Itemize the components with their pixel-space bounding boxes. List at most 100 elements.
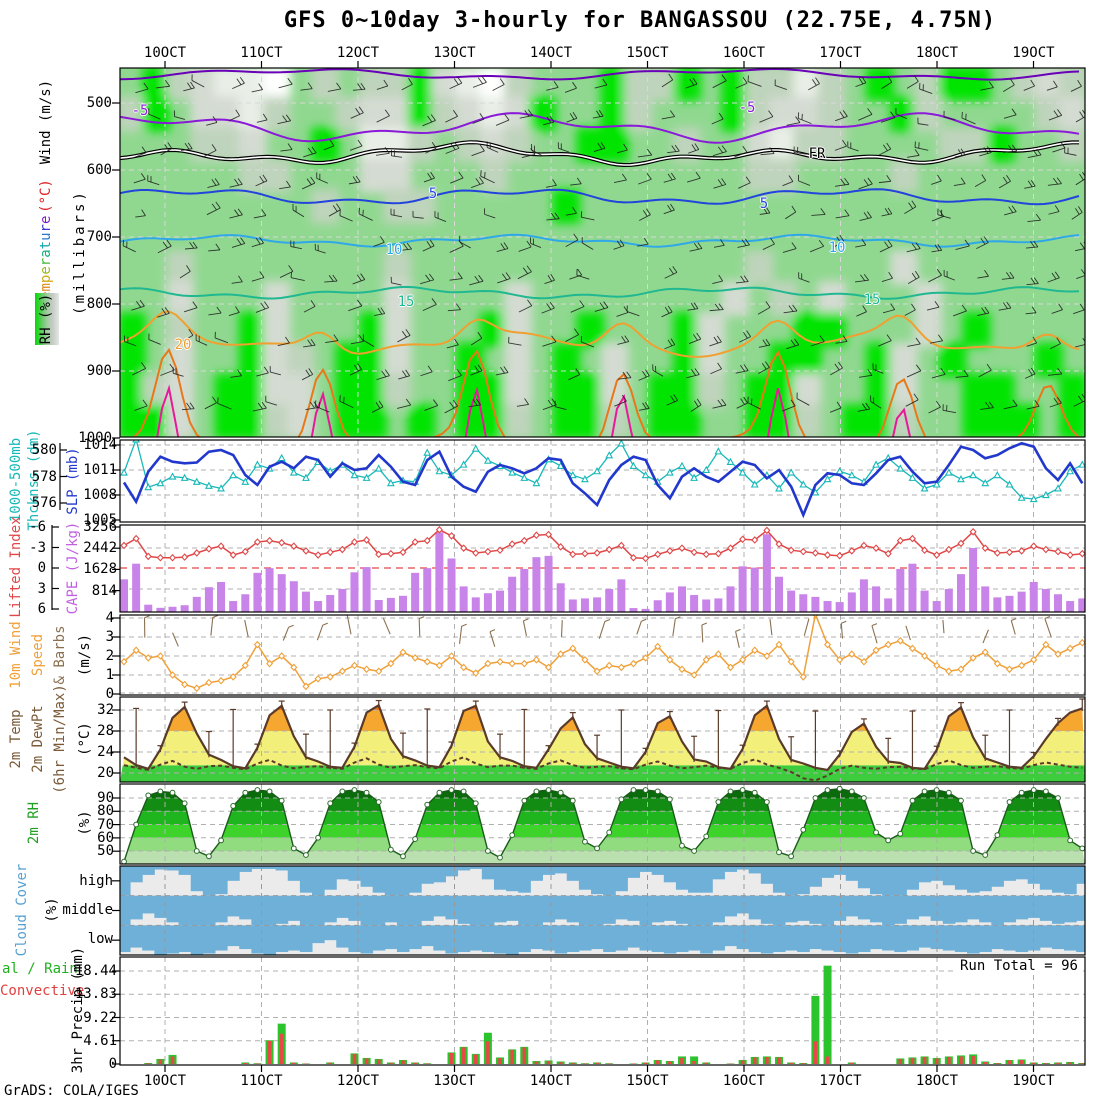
cape-tick-3256: 3256 <box>83 519 117 535</box>
contour-15 <box>120 285 1080 300</box>
pressure-tick-600: 600 <box>86 162 112 178</box>
slp-line <box>122 441 1084 519</box>
temp-line <box>123 703 1083 772</box>
slp-axis-label: SLP (mb) <box>65 447 81 515</box>
temperature-label-letter: r <box>38 224 54 233</box>
contour-label-5: 5 <box>428 186 438 202</box>
contour-label-10: 10 <box>385 242 403 258</box>
cloud-axis-label: Cloud Cover <box>14 863 30 957</box>
temperature-label-letter: a <box>38 249 54 258</box>
wind10m-panel <box>120 615 1085 695</box>
date-label-top-9: 19OCT <box>1012 45 1055 61</box>
grads-credit: GrADS: COLA/IGES <box>4 1083 139 1099</box>
lifted-index-line <box>120 525 1085 563</box>
freezing-level-line <box>120 140 1079 168</box>
cloud-unit-label: (%) <box>44 897 60 923</box>
wind10m-line <box>120 615 1085 693</box>
date-label-top-7: 17OCT <box>819 45 862 61</box>
wind10m-axis-label-3: & Barbs <box>52 625 68 685</box>
date-label-bottom-0: 10OCT <box>143 1073 187 1089</box>
li-tick--6: -6 <box>29 519 46 535</box>
temperature-label-letter: t <box>38 240 54 250</box>
cloud-band-label-middle: middle <box>62 902 113 918</box>
temperature-label-letter: u <box>38 232 54 241</box>
temp2m-axis-label-2: 2m DewPt <box>30 705 46 773</box>
contour-label-5: 5 <box>759 196 769 212</box>
date-label-bottom-1: 11OCT <box>240 1073 283 1089</box>
date-label-bottom-9: 19OCT <box>1012 1073 1055 1089</box>
temp2m-axis-label-1: 2m Temp <box>8 709 24 769</box>
date-label-top-8: 18OCT <box>915 45 959 61</box>
slp-tick-1005: 1005 <box>83 512 117 528</box>
cape-tick-1628: 1628 <box>83 561 117 578</box>
rh-tick-70: 70 <box>97 816 114 833</box>
wind10m-unit-label: (m/s) <box>77 633 93 677</box>
wind10m-tick-1: 1 <box>105 667 114 683</box>
rh-axis-label: RH (%) <box>38 293 54 345</box>
date-label-top-3: 13OCT <box>433 45 476 61</box>
date-label-bottom-8: 18OCT <box>915 1073 959 1089</box>
wind10m-tick-3: 3 <box>105 629 114 645</box>
rh-tick-90: 90 <box>97 790 114 806</box>
contour-label-20: 20 <box>174 337 192 353</box>
li-tick-6: 6 <box>37 601 46 617</box>
pressure-tick-700: 700 <box>86 229 112 245</box>
pressure-tick-500: 500 <box>86 95 112 111</box>
precip-panel <box>120 957 1085 1065</box>
cloud-band-label-high: high <box>79 873 113 889</box>
slp-tick-1011: 1011 <box>83 462 117 478</box>
thickness-axis-label-1: 1000-500mb <box>8 437 24 523</box>
contour--5 <box>120 112 1080 144</box>
slp-tick-1014: 1014 <box>83 437 117 453</box>
pressure-tick-800: 800 <box>86 296 112 312</box>
contour-5 <box>120 188 1080 206</box>
precip-total-bars <box>144 965 1085 1064</box>
contour--10 <box>120 68 1080 81</box>
rh2m-panel <box>120 784 1085 864</box>
temp-tick-28: 28 <box>97 723 114 739</box>
date-label-top-5: 15OCT <box>626 45 669 61</box>
contour-label-10: 10 <box>828 240 846 256</box>
rh-tick-50: 50 <box>97 843 114 860</box>
contour-label-15: 15 <box>863 292 881 308</box>
thickness-tick-576: 576 <box>31 495 57 511</box>
date-label-top-0: 10OCT <box>143 45 187 61</box>
precip-tick-13.83: 13.83 <box>74 986 117 1003</box>
precip-tick-9.22: 9.22 <box>83 1009 117 1026</box>
cape-axis-label: CAPE (J/kg) <box>65 521 81 615</box>
cloud-band-middle <box>120 895 1085 926</box>
li-tick-3: 3 <box>37 580 46 597</box>
li-tick--3: -3 <box>29 539 46 556</box>
temp-tick-20: 20 <box>97 765 114 781</box>
cloud-panel <box>120 866 1085 955</box>
temperature-label-letter: p <box>38 274 54 284</box>
contour-label--5: -5 <box>131 103 149 119</box>
pressure-tick-1000: 1000 <box>78 430 112 446</box>
dewpoint-line <box>123 756 1083 782</box>
date-label-top-6: 16OCT <box>722 45 766 61</box>
temperature-label-letter: r <box>38 257 54 267</box>
contour-10 <box>120 233 1080 248</box>
precip-total-label: al / Rain <box>2 961 78 977</box>
wind10m-tick-4: 4 <box>105 610 114 626</box>
page-title: GFS 0~10day 3-hourly for BANGASSOU (22.7… <box>283 8 997 33</box>
date-label-bottom-5: 15OCT <box>626 1073 669 1089</box>
thickness-tick-580: 580 <box>31 442 57 458</box>
temp2m-unit-label: (°C) <box>77 722 93 756</box>
wind10m-axis-label-1: 10m Wind <box>8 621 24 689</box>
thickness-tick-578: 578 <box>31 468 57 485</box>
precip-run-total: Run Total = 96 <box>956 958 1081 974</box>
cape-li-panel <box>120 525 1085 612</box>
precip-convective-label: Convective <box>0 983 85 999</box>
cloud-band-label-low: low <box>87 931 113 947</box>
temperature-label-letter: m <box>38 283 54 292</box>
rh2m-unit-label: (%) <box>77 810 93 836</box>
date-label-top-4: 14OCT <box>529 45 573 61</box>
upper-wind-barbs <box>122 73 1085 414</box>
wind10m-tick-0: 0 <box>105 686 114 702</box>
precip-tick-18.44: 18.44 <box>74 963 117 979</box>
upper-air-panel <box>120 68 1085 437</box>
temp-tick-24: 24 <box>97 744 114 760</box>
temperature-label-letter: e <box>38 215 54 225</box>
